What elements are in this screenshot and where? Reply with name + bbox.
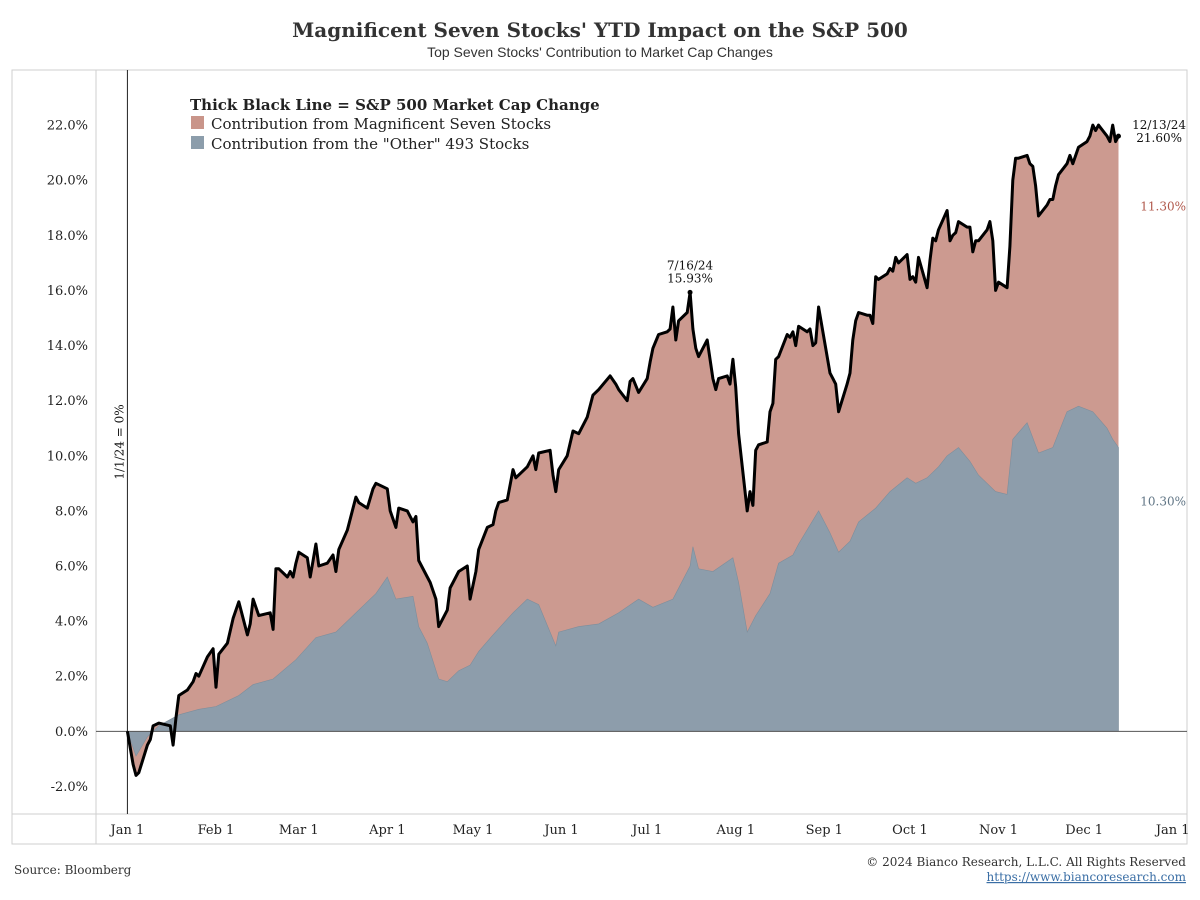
x-axis-ticks: Jan 1 Feb 1 Mar 1 Apr 1 May 1 Jun 1 Jul 1 Aug 1… [109,823,1190,838]
x-tick-label: Dec 1 [1065,823,1103,838]
y-tick-label: 18.0% [47,229,88,244]
latest-value-label: 21.60% [1136,131,1182,145]
latest-date-label: 12/13/24 [1132,118,1186,132]
y-tick-label: 22.0% [47,119,88,134]
legend-title: Thick Black Line = S&P 500 Market Cap Ch… [190,96,600,114]
x-tick-label: Feb 1 [198,823,235,838]
y-tick-label: 12.0% [47,394,88,409]
chart-subtitle: Top Seven Stocks' Contribution to Market… [427,44,773,60]
x-tick-label: Aug 1 [715,823,755,838]
x-tick-label: Nov 1 [979,823,1018,838]
y-tick-label: 0.0% [55,725,88,740]
legend-swatch-mag7 [191,116,204,129]
other-end-value: 10.30% [1140,494,1186,508]
legend-label-other: Contribution from the "Other" 493 Stocks [211,135,529,153]
legend-swatch-other [191,136,204,149]
x-tick-label: Jan 1 [109,823,145,838]
y-tick-label: 8.0% [55,504,88,519]
x-tick-label: Sep 1 [806,823,843,838]
peak-date-label: 7/16/24 [667,258,714,272]
y-tick-label: 6.0% [55,560,88,575]
x-tick-label: Mar 1 [279,823,319,838]
y-axis-ticks: -2.0% 0.0% 2.0% 4.0% 6.0% 8.0% 10.0% 12.0% 14.0%… [47,119,88,795]
y-tick-label: 10.0% [47,449,88,464]
latest-marker [1115,133,1121,139]
legend: Thick Black Line = S&P 500 Market Cap Ch… [190,96,600,153]
year-start-label: 1/1/24 = 0% [112,404,126,479]
line-layer [96,70,1187,814]
y-tick-label: 16.0% [47,284,88,299]
x-tick-label: Jun 1 [542,823,578,838]
copyright-note: © 2024 Bianco Research, L.L.C. All Right… [866,855,1186,869]
peak-value-label: 15.93% [667,271,713,285]
y-tick-label: 20.0% [47,174,88,189]
area-layer [127,125,1119,776]
other493-contribution-area [127,405,1119,757]
legend-label-mag7: Contribution from Magnificent Seven Stoc… [211,115,551,133]
sp500-total-line [125,123,1120,777]
y-tick-label: -2.0% [51,780,88,795]
website-link[interactable]: https://www.biancoresearch.com [987,870,1187,884]
mag7-end-value: 11.30% [1140,200,1186,214]
source-note: Source: Bloomberg [14,863,132,877]
x-tick-label: Jul 1 [630,823,662,838]
peak-marker [687,289,693,295]
y-tick-label: 4.0% [55,615,88,630]
chart-title: Magnificent Seven Stocks' YTD Impact on … [292,18,908,42]
x-tick-label: Oct 1 [892,823,928,838]
plot-frame [11,69,1188,845]
x-tick-label: Jan 1 [1154,823,1190,838]
x-tick-label: Apr 1 [368,823,405,838]
x-tick-label: May 1 [453,823,494,838]
y-tick-label: 2.0% [55,670,88,685]
y-tick-label: 14.0% [47,339,88,354]
